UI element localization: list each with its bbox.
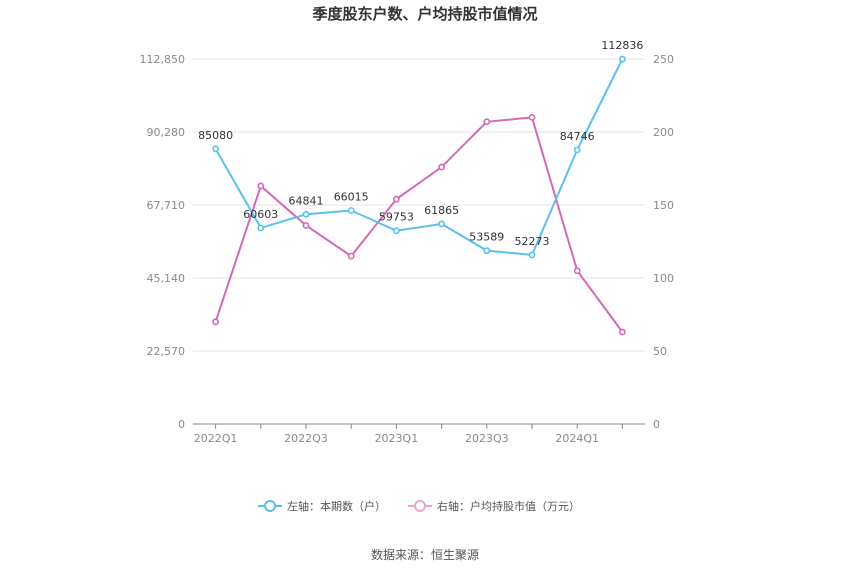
legend-item-right-series[interactable]: 右轴：户均持股市值（万元） (408, 499, 580, 513)
axes: 0 0 22,570 50 45,140 100 67,710 150 90,280 200 112… (140, 53, 675, 445)
data-label-shareholders: 112836 (601, 39, 643, 52)
left-axis-tick-label: 45,140 (147, 272, 186, 285)
data-point-market-value (438, 163, 445, 171)
data-point-shareholders (528, 251, 536, 259)
data-point-market-value (528, 114, 536, 121)
data-point-market-value (302, 222, 310, 229)
right-axis-tick-label: 200 (653, 126, 674, 139)
data-label-shareholders: 84746 (560, 130, 595, 143)
data-label-shareholders: 60603 (243, 208, 278, 221)
data-point-shareholders (483, 247, 491, 255)
data-point-market-value (483, 118, 491, 126)
left-axis-tick-label: 112,850 (140, 53, 186, 66)
data-point-shareholders (302, 210, 310, 218)
data-source-note: 数据来源：恒生聚源 (371, 547, 479, 562)
data-point-shareholders (212, 145, 219, 153)
legend-label-left: 左轴：本期数（户） (287, 499, 386, 513)
data-point-shareholders (619, 55, 626, 63)
x-axis-tick-label: 2023Q1 (375, 432, 419, 445)
data-label-shareholders: 85080 (198, 129, 233, 142)
grid-lines (193, 58, 645, 352)
data-point-shareholders (573, 146, 581, 154)
data-point-shareholders (347, 207, 355, 214)
right-axis-tick-label: 50 (653, 345, 667, 358)
data-label-shareholders: 53589 (469, 231, 504, 244)
x-axis-tick-label: 2022Q3 (284, 432, 328, 445)
right-axis-tick-label: 0 (653, 418, 660, 431)
x-axis-tick-label: 2023Q3 (465, 432, 509, 445)
data-point-market-value (392, 195, 400, 203)
legend-label-right: 右轴：户均持股市值（万元） (437, 499, 580, 513)
series-layer: 85080 60603 64841 66015 59753 61865 53589 52273… (198, 39, 643, 336)
data-label-shareholders: 52273 (515, 235, 550, 248)
series-line-shareholders (214, 58, 624, 256)
series-line-market-value (214, 116, 624, 333)
data-point-shareholders (257, 224, 265, 232)
left-axis-tick-label: 0 (178, 418, 185, 431)
data-point-market-value (619, 328, 626, 336)
legend-item-left-series[interactable]: 左轴：本期数（户） (258, 499, 386, 513)
right-axis-tick-label: 250 (653, 53, 674, 66)
legend[interactable]: 左轴：本期数（户） 右轴：户均持股市值（万元） (258, 499, 580, 513)
x-axis-tick-label: 2022Q1 (194, 432, 238, 445)
data-label-shareholders: 64841 (289, 194, 324, 207)
data-label-shareholders: 61865 (424, 204, 459, 217)
legend-marker-right (414, 500, 426, 512)
right-axis-tick-label: 150 (653, 199, 674, 212)
chart-title: 季度股东户数、户均持股市值情况 (312, 5, 537, 23)
data-label-shareholders: 59753 (379, 211, 414, 224)
left-axis-tick-label: 67,710 (147, 199, 186, 212)
data-point-market-value (573, 267, 581, 275)
data-label-shareholders: 66015 (334, 190, 369, 203)
data-point-market-value (347, 252, 355, 260)
data-point-market-value (212, 318, 219, 326)
left-axis-tick-label: 90,280 (147, 126, 186, 139)
legend-marker-left (264, 500, 276, 512)
data-point-shareholders (392, 227, 400, 235)
left-axis-tick-label: 22,570 (147, 345, 186, 358)
right-axis-tick-label: 100 (653, 272, 674, 285)
data-point-shareholders (438, 220, 445, 228)
data-point-market-value (257, 182, 265, 190)
x-axis-tick-label: 2024Q1 (555, 432, 599, 445)
